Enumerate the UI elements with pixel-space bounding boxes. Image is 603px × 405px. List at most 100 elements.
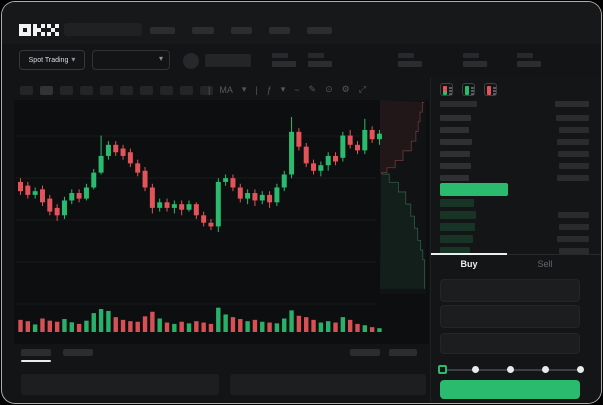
slider-stop[interactable]: [507, 366, 514, 373]
orderbook-view-bids-icon[interactable]: [462, 83, 475, 96]
candle: [348, 136, 353, 145]
candle: [289, 132, 294, 175]
candle: [282, 174, 287, 187]
candle: [208, 223, 213, 227]
okx-logo[interactable]: [19, 24, 59, 36]
interval-button[interactable]: [120, 86, 133, 95]
orderbook-row[interactable]: [440, 221, 589, 233]
interval-button[interactable]: [20, 86, 33, 95]
buy-button[interactable]: [440, 380, 580, 399]
ticker-stat: [272, 53, 298, 67]
indicator-label[interactable]: MA: [219, 85, 233, 95]
draw-icon[interactable]: ✎: [309, 84, 317, 95]
toolbar-divider: |: [255, 85, 257, 95]
overlay-label[interactable]: ƒ: [267, 85, 272, 95]
candle: [216, 182, 221, 227]
candle: [77, 193, 82, 199]
candle: [106, 145, 111, 156]
slider-stop[interactable]: [472, 366, 479, 373]
okx-trading-window: Spot Trading ▾ ▾ | MA ▾ | ƒ ▾ ~ ✎ ⊙ ⚙ ⤢: [1, 1, 602, 404]
nav-item-placeholder[interactable]: [192, 27, 214, 34]
nav-item-placeholder[interactable]: [231, 27, 252, 34]
candle: [186, 204, 191, 210]
candle: [33, 191, 38, 195]
candle: [99, 156, 104, 173]
orderbook-row[interactable]: [440, 148, 589, 160]
amount-slider[interactable]: [440, 365, 580, 375]
slider-stop[interactable]: [542, 366, 549, 373]
nav-item-placeholder[interactable]: [307, 27, 332, 34]
slider-stop[interactable]: [577, 366, 584, 373]
candle: [121, 149, 126, 156]
candle: [128, 152, 133, 163]
orders-panel-placeholder: [21, 374, 219, 395]
chevron-down-icon[interactable]: ▾: [242, 84, 247, 95]
interval-button[interactable]: [100, 86, 113, 95]
orderbook-row[interactable]: [440, 209, 589, 221]
interval-button[interactable]: [160, 86, 173, 95]
ticker-stat: [398, 53, 424, 67]
orderbook-row[interactable]: [440, 112, 589, 124]
toolbar-divider: |: [208, 85, 210, 95]
interval-button[interactable]: [180, 86, 193, 95]
orderbook-row[interactable]: [440, 245, 589, 257]
total-field[interactable]: [440, 333, 580, 354]
trading-pair-selector[interactable]: ▾: [92, 50, 170, 70]
orderbook-row[interactable]: [440, 197, 589, 209]
camera-icon[interactable]: ⊙: [325, 84, 333, 95]
candle: [194, 204, 199, 215]
orderbook-row[interactable]: [440, 124, 589, 136]
candle: [311, 163, 316, 170]
orderbook-bids: [440, 197, 589, 257]
candle: [62, 200, 67, 215]
interval-button[interactable]: [80, 86, 93, 95]
candle: [157, 202, 162, 208]
candle: [91, 173, 96, 188]
candle: [113, 145, 118, 152]
ticker-stat: [463, 53, 489, 67]
tab-open-orders[interactable]: [21, 349, 51, 356]
candle: [274, 187, 279, 202]
interval-button[interactable]: [140, 86, 153, 95]
fullscreen-icon[interactable]: ⤢: [359, 84, 366, 95]
tab-order-history[interactable]: [63, 349, 93, 356]
candle: [40, 189, 45, 202]
slider-handle[interactable]: [438, 365, 447, 374]
orderbook-row[interactable]: [440, 233, 589, 245]
orderbook-view-both-icon[interactable]: [440, 83, 453, 96]
candle: [18, 182, 23, 191]
orders-filter-placeholder[interactable]: [389, 349, 417, 356]
candle: [326, 156, 331, 165]
candle: [238, 187, 243, 198]
tab-sell[interactable]: Sell: [507, 259, 583, 269]
candle: [165, 202, 170, 208]
tab-buy[interactable]: Buy: [431, 259, 507, 269]
ticker-stat: [308, 53, 334, 67]
candle: [150, 187, 155, 207]
interval-button[interactable]: [60, 86, 73, 95]
candle: [340, 136, 345, 158]
coin-avatar: [183, 53, 199, 69]
candle: [25, 186, 30, 195]
active-tab-indicator: [21, 360, 51, 362]
candle: [252, 193, 257, 200]
price-field[interactable]: [440, 279, 580, 302]
chevron-down-icon[interactable]: ▾: [281, 84, 286, 95]
candle: [201, 215, 206, 222]
last-price-bar[interactable]: [440, 183, 508, 196]
amount-field[interactable]: [440, 305, 580, 328]
search-input[interactable]: [64, 23, 142, 36]
orders-filter-placeholder[interactable]: [350, 349, 380, 356]
nav-item-placeholder[interactable]: [150, 27, 175, 34]
settings-icon[interactable]: ⚙: [342, 84, 350, 95]
orderbook-row[interactable]: [440, 136, 589, 148]
orderbook-asks: [440, 112, 589, 184]
market-type-selector[interactable]: Spot Trading ▾: [19, 50, 85, 70]
price-chart[interactable]: [14, 100, 429, 344]
line-style-icon[interactable]: ~: [294, 85, 299, 95]
candle: [296, 132, 301, 147]
interval-button[interactable]: [40, 86, 53, 95]
orderbook-row[interactable]: [440, 160, 589, 172]
orderbook-view-asks-icon[interactable]: [484, 83, 497, 96]
nav-item-placeholder[interactable]: [269, 27, 290, 34]
